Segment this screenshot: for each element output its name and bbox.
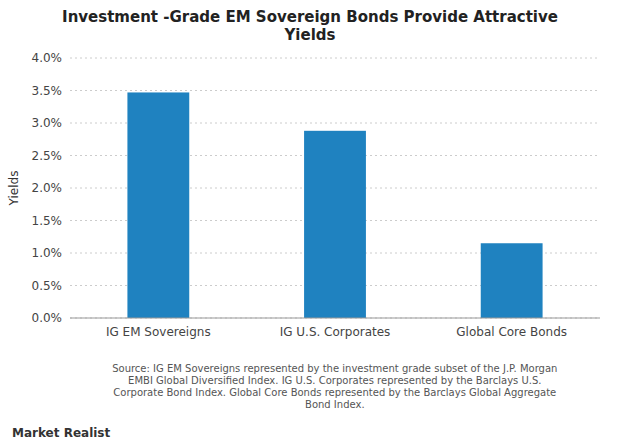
chart: Investment -Grade EM Sovereign Bonds Pro…: [0, 0, 620, 443]
y-axis-label: Yields: [7, 171, 21, 207]
y-tick-label: 0.0%: [32, 311, 63, 325]
y-tick-label: 2.0%: [32, 181, 63, 195]
bar: [127, 92, 189, 318]
y-tick-label: 4.0%: [32, 51, 63, 65]
grid-line: [70, 318, 600, 319]
bars: [127, 92, 542, 318]
watermark: Market Realist: [12, 426, 111, 440]
x-tick-label: IG U.S. Corporates: [280, 325, 391, 339]
bar: [304, 131, 366, 318]
y-tick-label: 2.5%: [32, 149, 63, 163]
source-note: Source: IG EM Sovereigns represented by …: [112, 363, 557, 410]
source-line: Bond Index.: [305, 399, 365, 410]
x-tick-label: IG EM Sovereigns: [106, 325, 211, 339]
source-line: Corporate Bond Index. Global Core Bonds …: [113, 387, 556, 398]
grid-line: [70, 90, 600, 91]
y-tick-label: 0.5%: [32, 279, 63, 293]
title-line: Yields: [284, 26, 336, 44]
y-tick-label: 1.0%: [32, 246, 63, 260]
x-tick-label: Global Core Bonds: [456, 325, 567, 339]
y-tick-label: 3.5%: [32, 84, 63, 98]
x-axis-line: [70, 318, 600, 319]
source-line: EMBI Global Diversified Index. IG U.S. C…: [128, 375, 541, 386]
background: [0, 0, 620, 443]
bar: [481, 243, 543, 318]
source-line: Source: IG EM Sovereigns represented by …: [112, 363, 557, 374]
title-line: Investment -Grade EM Sovereign Bonds Pro…: [62, 8, 558, 26]
y-tick-label: 1.5%: [32, 214, 63, 228]
grid: [70, 58, 600, 318]
grid-line: [70, 58, 600, 59]
y-tick-label: 3.0%: [32, 116, 63, 130]
title: Investment -Grade EM Sovereign Bonds Pro…: [62, 8, 558, 44]
